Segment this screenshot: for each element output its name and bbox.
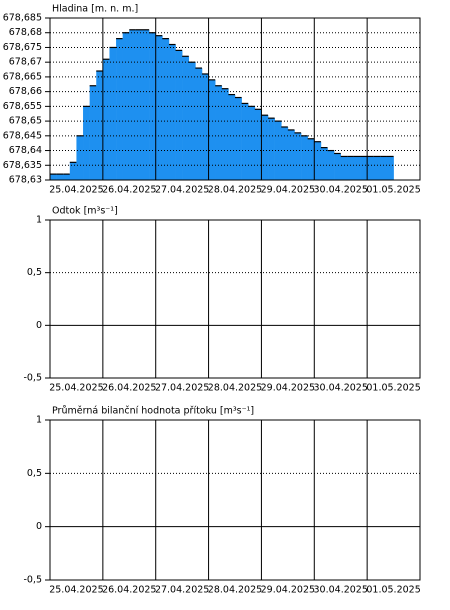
x-tick-label: 27.04.2025 [155, 585, 209, 596]
x-tick-label: 25.04.2025 [49, 185, 103, 196]
x-tick-label: 30.04.2025 [314, 185, 368, 196]
area-step [50, 174, 57, 180]
y-tick-label: 0,5 [27, 468, 42, 479]
y-tick-label: 0 [36, 320, 42, 331]
area-step [155, 35, 163, 180]
y-tick-label: 1 [36, 415, 42, 426]
area-step [347, 156, 355, 180]
area-step [367, 156, 375, 180]
y-tick-label: 678,64 [9, 145, 42, 156]
area-step [360, 156, 368, 180]
area-step [135, 29, 143, 181]
area-step [327, 150, 335, 180]
plot-frame [49, 419, 421, 581]
plot-frame [49, 219, 421, 379]
area-step [294, 132, 302, 180]
area-step [386, 156, 394, 180]
area-step [83, 106, 90, 180]
x-tick-label: 26.04.2025 [102, 383, 156, 394]
area-step [175, 50, 183, 181]
y-tick-label: 678,67 [9, 57, 42, 68]
x-tick-label: 26.04.2025 [102, 185, 156, 196]
x-tick-label: 27.04.2025 [155, 383, 209, 394]
area-step [373, 156, 381, 180]
x-tick-label: 25.04.2025 [49, 383, 103, 394]
y-tick-label: 678,685 [3, 13, 42, 24]
area-step [69, 162, 77, 180]
area-step [353, 156, 361, 180]
area-step [208, 79, 216, 180]
area-step [122, 32, 130, 181]
x-tick-label: 28.04.2025 [208, 585, 262, 596]
area-step [129, 29, 137, 181]
area-step [301, 135, 308, 180]
area-step [228, 94, 236, 180]
area-step [96, 71, 104, 180]
y-tick-label: 678,665 [3, 71, 42, 82]
y-tick-label: -0,5 [23, 575, 42, 586]
area-step [254, 109, 262, 180]
x-tick-label: 29.04.2025 [261, 185, 315, 196]
area-step [268, 118, 275, 180]
area-step [340, 156, 348, 180]
x-tick-label: 01.05.2025 [366, 383, 420, 394]
y-tick-label: 0,5 [27, 267, 42, 278]
y-tick-label: 0 [36, 521, 42, 532]
x-tick-label: 29.04.2025 [261, 383, 315, 394]
area-step [221, 88, 229, 180]
area-step [380, 156, 388, 180]
y-tick-label: -0,5 [23, 373, 42, 384]
area-step [182, 56, 190, 180]
y-tick-label: 678,68 [9, 27, 42, 38]
area-step [56, 174, 64, 180]
x-tick-label: 26.04.2025 [102, 585, 156, 596]
x-tick-label: 01.05.2025 [366, 185, 420, 196]
area-step [287, 129, 295, 180]
area-step [63, 174, 71, 180]
area-step [142, 29, 150, 181]
plot-frame [49, 17, 421, 181]
x-tick-label: 30.04.2025 [314, 383, 368, 394]
area-step [195, 68, 203, 180]
area-step [248, 106, 256, 180]
area-step [320, 147, 328, 180]
area-step [162, 38, 170, 181]
area-step [314, 141, 322, 180]
y-tick-label: 1 [36, 215, 42, 226]
area-step [109, 47, 117, 180]
area-step [201, 73, 209, 180]
area-step [307, 138, 315, 180]
x-tick-label: 27.04.2025 [155, 185, 209, 196]
x-tick-label: 25.04.2025 [49, 585, 103, 596]
x-tick-label: 28.04.2025 [208, 383, 262, 394]
x-tick-label: 28.04.2025 [208, 185, 262, 196]
area-step [241, 103, 249, 180]
area-step [168, 44, 176, 180]
y-tick-label: 678,655 [3, 101, 42, 112]
area-step [76, 135, 84, 180]
panel-title: Odtok [m³s⁻¹] [52, 206, 118, 217]
area-step [89, 85, 97, 180]
area-step [215, 85, 223, 180]
y-tick-label: 678,66 [9, 86, 42, 97]
area-step [281, 126, 289, 180]
y-tick-label: 678,645 [3, 130, 42, 141]
panel-title: Hladina [m. n. m.] [52, 4, 138, 15]
x-tick-label: 30.04.2025 [314, 585, 368, 596]
x-tick-label: 01.05.2025 [366, 585, 420, 596]
y-tick-label: 678,635 [3, 160, 42, 171]
area-step [102, 59, 110, 181]
x-tick-label: 29.04.2025 [261, 585, 315, 596]
area-step [188, 62, 196, 180]
y-tick-label: 678,65 [9, 116, 42, 127]
area-step [235, 97, 242, 180]
y-tick-label: 678,63 [9, 175, 42, 186]
y-tick-label: 678,675 [3, 42, 42, 53]
area-step [334, 153, 342, 180]
panel-title: Průměrná bilanční hodnota přítoku [m³s⁻¹… [52, 406, 254, 417]
area-step [116, 38, 123, 181]
area-step [261, 115, 269, 180]
